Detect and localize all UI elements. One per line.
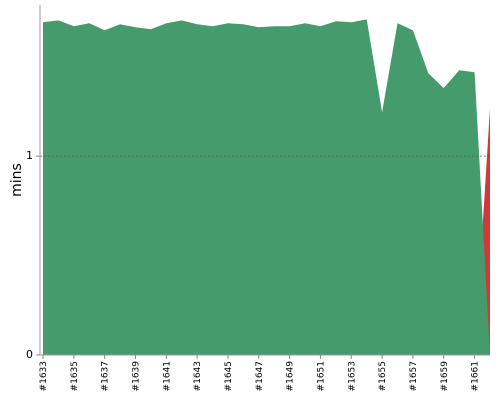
x-tick-label: #1647 <box>255 361 265 391</box>
x-tick-label: #1633 <box>39 361 49 391</box>
x-tick-label: #1661 <box>471 361 481 391</box>
x-tick-label: #1635 <box>70 361 80 391</box>
area <box>43 19 490 356</box>
x-tick-label: #1659 <box>440 361 450 392</box>
x-tick-label: #1655 <box>378 361 388 391</box>
x-tick-label: #1645 <box>224 361 234 391</box>
x-tick-label: #1637 <box>101 361 111 391</box>
x-tick-label: #1649 <box>286 361 296 392</box>
y-tick-label: 0 <box>26 348 33 361</box>
y-axis-label: mins <box>9 163 25 197</box>
x-tick-label: #1643 <box>193 361 203 391</box>
x-tick-label: #1641 <box>162 361 172 391</box>
x-tick-label: #1653 <box>347 361 357 391</box>
x-tick-label: #1657 <box>409 361 419 391</box>
x-tick-label: #1639 <box>131 361 141 392</box>
x-tick-label: #1651 <box>316 361 326 391</box>
y-tick-label: 1 <box>26 149 33 162</box>
